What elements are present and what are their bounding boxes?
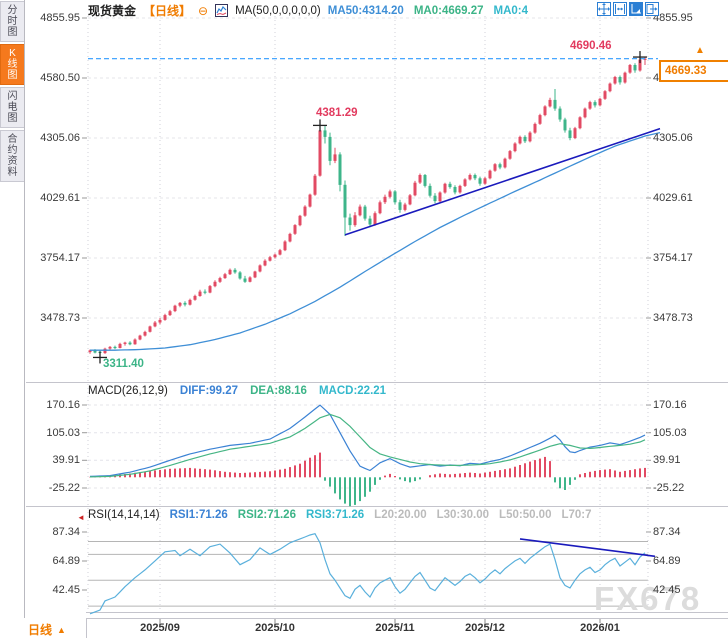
move-icon (598, 3, 610, 15)
macd-axis-label-left: -25.22 (48, 482, 80, 494)
sidebar-tab-char: 图 (7, 27, 18, 38)
latest-price-arrow-icon[interactable]: ▲ (695, 45, 705, 56)
price-axis-label-right: 4029.61 (653, 192, 693, 204)
ma-value: MA0:4669.27 (413, 4, 484, 17)
price-axis-label-left: 4305.06 (40, 132, 80, 144)
price-axis-label-left: 3478.73 (40, 312, 80, 324)
macd-value: DIFF:99.27 (179, 385, 239, 397)
mid-high-label: 4381.29 (316, 107, 358, 119)
rsi-axis-label-right: 87.34 (653, 526, 681, 538)
rsi-value: RSI3:71.26 (305, 509, 365, 521)
sidebar-tab-char: 资 (7, 156, 18, 167)
auto-scale-icon (631, 4, 641, 14)
ma-formula: MA(50,0,0,0,0,0) (235, 4, 321, 17)
sidebar-tab-char: 合 (7, 134, 18, 145)
rsi-axis-label-left: 87.34 (52, 526, 80, 538)
macd-panel-header: MACD(26,12,9) DIFF:99.27 DEA:88.16 MACD:22… (88, 385, 386, 397)
sidebar-tab-char: K (9, 48, 16, 59)
rsi-axis-label-right: 64.89 (653, 555, 681, 567)
price-axis-label-right: 3754.17 (653, 252, 693, 264)
macd-axis-label-right: -25.22 (653, 482, 685, 494)
rsi-value: L50:50.00 (499, 509, 552, 521)
period-selector-tab[interactable]: 日线 ▲ (28, 621, 66, 638)
price-axis-label-right: 4855.95 (653, 12, 693, 24)
mini-chart-icon (215, 4, 229, 17)
macd-axis-label-left: 105.03 (46, 426, 80, 439)
auto-scale-tool-button[interactable] (629, 2, 643, 16)
macd-axis-label-left: 170.16 (46, 399, 80, 411)
current-price-box: 4669.33 (659, 60, 728, 82)
rsi-panel-header: RSI(14,14,14) RSI1:71.26 RSI2:71.26 RSI3:7… (88, 509, 592, 521)
symbol-name: 现货黄金 (88, 4, 137, 18)
sidebar-tab-char: 图 (7, 113, 18, 124)
sidebar-tab-char: 电 (7, 102, 18, 113)
period-label: 日线 (28, 623, 53, 637)
swing-high-label: 4690.46 (570, 40, 612, 52)
swing-low-label: 3311.40 (103, 358, 144, 370)
indicator-settings-icon[interactable] (215, 4, 229, 17)
macd-axis-label-right: 170.16 (653, 399, 687, 411)
macd-values: DIFF:99.27 DEA:88.16 MACD:22.21 (180, 385, 386, 397)
rsi-values: RSI1:71.26 RSI2:71.26 RSI3:71.26 L20:20.00 L… (170, 509, 592, 521)
go-to-latest-tool-button[interactable] (645, 2, 659, 16)
time-axis-label: 2026/01 (580, 622, 620, 634)
macd-value: DEA:88.16 (250, 385, 307, 397)
sidebar-tab-char: 时 (7, 16, 18, 27)
macd-value: MACD:22.21 (318, 385, 387, 397)
rsi-axis-label-left: 42.45 (52, 584, 80, 596)
panel-caret-icon[interactable]: ◄ (77, 513, 85, 522)
move-tool-button[interactable] (597, 2, 611, 16)
sidebar-tab-1[interactable]: 分时图 (0, 1, 24, 42)
period-tag: 【日线】 (143, 4, 192, 18)
rsi-value: L20:20.00 (374, 509, 427, 521)
go-to-latest-icon (646, 4, 658, 14)
rsi-title: RSI(14,14,14) (88, 509, 160, 521)
sidebar-tab-3[interactable]: 闪电图 (0, 87, 24, 128)
up-triangle-icon: ▲ (57, 624, 66, 635)
fit-range-icon (615, 4, 625, 14)
rsi-value: RSI2:71.26 (237, 509, 296, 521)
price-axis-label-left: 4855.95 (40, 12, 80, 24)
ma-values: MA50:4314.20 MA0:4669.27 MA0:4 (328, 5, 528, 17)
price-axis-label-right: 3478.73 (653, 312, 693, 324)
macd-axis-label-right: 105.03 (653, 426, 687, 439)
macd-axis-label-left: 39.91 (52, 454, 80, 467)
chart-header: 现货黄金 【日线】 ⊖ MA(50,0,0,0,0,0) MA50:4314.2… (88, 2, 528, 19)
watermark: FX678 (594, 580, 702, 617)
time-axis-label: 2025/09 (140, 622, 180, 634)
rsi-value: L70:7 (561, 509, 592, 521)
collapse-panel-icon[interactable]: ⊖ (198, 3, 209, 18)
price-axis-label-right: 4305.06 (653, 132, 693, 144)
rsi-axis-label-right: 42.45 (653, 584, 681, 596)
price-axis-label-left: 3754.17 (40, 252, 80, 264)
ma-value: MA50:4314.20 (327, 4, 404, 17)
toolbar (597, 2, 659, 16)
sidebar-tab-char: 图 (7, 70, 18, 81)
time-axis-label: 2025/12 (465, 622, 505, 634)
price-axis-label-left: 4580.50 (40, 72, 80, 84)
sidebar-tab-char: 约 (7, 145, 18, 156)
sidebar-tab-4[interactable]: 合约资料 (0, 130, 24, 182)
sidebar-tab-char: 料 (7, 167, 18, 178)
rsi-value: RSI1:71.26 (169, 509, 228, 521)
rsi-value: L30:30.00 (436, 509, 490, 521)
macd-axis-label-right: 39.91 (653, 454, 681, 467)
sidebar-tab-char: 分 (7, 5, 18, 16)
ma-value: MA0:4 (493, 4, 529, 17)
macd-title: MACD(26,12,9) (88, 385, 168, 397)
rsi-axis-label-left: 64.89 (52, 555, 80, 567)
price-axis-label-left: 4029.61 (40, 192, 80, 204)
fit-range-tool-button[interactable] (613, 2, 627, 16)
sidebar-tab-char: 线 (7, 59, 18, 70)
sidebar-tab-char: 闪 (7, 91, 18, 102)
time-axis-label: 2025/11 (375, 622, 415, 634)
time-axis-label: 2025/10 (255, 622, 295, 634)
